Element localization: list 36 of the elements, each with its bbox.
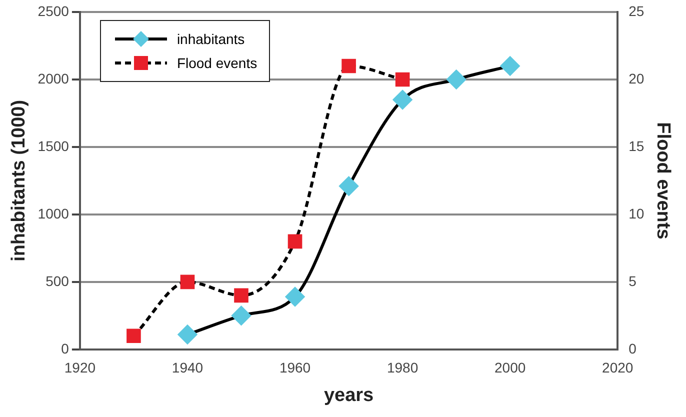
y2-axis-title: Flood events xyxy=(652,122,674,240)
point xyxy=(286,287,305,306)
y-tick-label: 500 xyxy=(46,272,70,289)
x-tick-label: 1920 xyxy=(64,360,96,376)
x-axis-title: years xyxy=(324,384,374,406)
legend-label: inhabitants xyxy=(176,30,245,49)
y-tick-label: 2500 xyxy=(38,2,70,19)
point xyxy=(500,56,520,76)
y-tick-label: 2000 xyxy=(38,70,70,86)
x-tick-label: 2000 xyxy=(494,360,526,376)
y-tick-label: 1500 xyxy=(38,138,70,154)
y2-tick-label: 0 xyxy=(628,340,637,356)
point xyxy=(393,90,412,110)
x-tick-label: 2020 xyxy=(602,360,634,376)
point xyxy=(395,72,410,87)
x-tick-label: 1960 xyxy=(279,360,311,376)
point xyxy=(180,274,195,290)
point xyxy=(126,328,141,344)
y-tick-label: 0 xyxy=(61,340,70,356)
y2-tick-label: 15 xyxy=(628,138,644,154)
legend-label: Flood events xyxy=(176,54,258,73)
point xyxy=(446,70,466,89)
point xyxy=(178,325,197,344)
y-tick-label: 1000 xyxy=(38,205,70,222)
y-axis-title: inhabitants (1000) xyxy=(8,100,30,262)
point xyxy=(232,306,251,326)
y2-tick-label: 25 xyxy=(628,2,644,19)
x-tick-label: 1980 xyxy=(386,360,418,376)
point xyxy=(234,288,248,303)
point xyxy=(288,234,302,249)
point xyxy=(339,176,358,196)
y2-tick-label: 10 xyxy=(628,205,644,222)
point xyxy=(342,58,356,74)
y2-tick-label: 20 xyxy=(628,70,644,86)
y2-tick-label: 5 xyxy=(628,272,637,289)
x-tick-label: 1940 xyxy=(172,360,204,376)
